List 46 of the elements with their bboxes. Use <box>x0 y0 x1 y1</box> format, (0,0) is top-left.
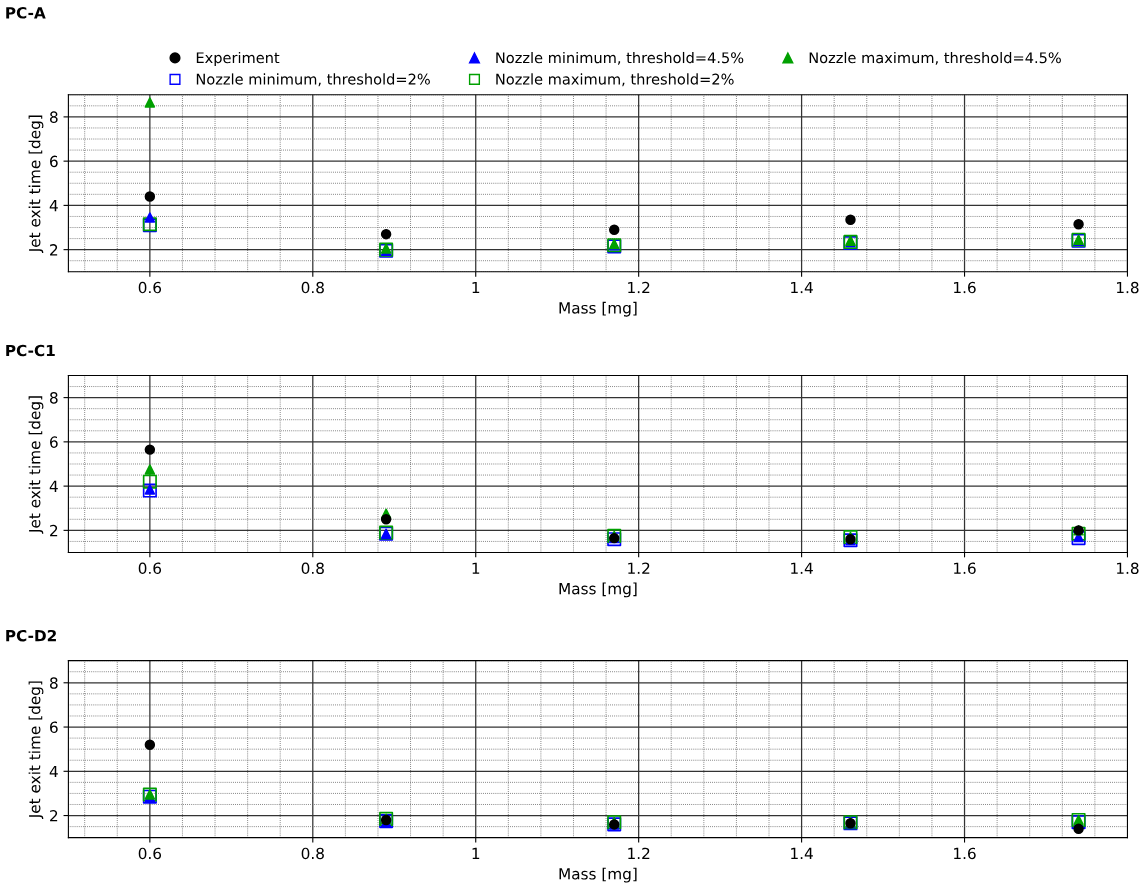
legend-label: Experiment <box>196 51 280 67</box>
x-axis-title: Mass [mg] <box>559 301 637 317</box>
y-tick-label: 8 <box>49 392 58 404</box>
y-axis-title: Jet exit time [deg] <box>28 396 44 534</box>
y-tick-label: 6 <box>50 155 58 168</box>
y-tick-label: 2 <box>50 244 58 256</box>
x-tick-label: 0.6 <box>138 847 162 860</box>
x-tick-label: 1.8 <box>1116 281 1139 294</box>
x-tick-label: 0.8 <box>301 847 324 860</box>
y-tick-label: 4 <box>49 765 58 778</box>
x-tick-label: 0.8 <box>301 562 324 575</box>
y-axis-title: Jet exit time [deg] <box>28 681 44 820</box>
x-axis-title: Mass [mg] <box>559 867 637 883</box>
y-tick-label: 8 <box>49 677 58 689</box>
x-tick-label: 0.6 <box>138 281 162 294</box>
chart-title: PC-C1 <box>6 344 55 357</box>
x-tick-label: 1 <box>472 281 480 294</box>
chart-title: PC-D2 <box>6 629 56 642</box>
y-tick-label: 4 <box>49 480 58 492</box>
x-tick-label: 1 <box>472 847 480 860</box>
x-tick-label: 1.2 <box>628 847 650 860</box>
x-tick-label: 1.2 <box>628 281 650 294</box>
chart-title: PC-A <box>6 7 46 19</box>
x-tick-label: 1.6 <box>954 562 976 575</box>
x-tick-label: 0.6 <box>138 562 162 575</box>
y-axis-title: Jet exit time [deg] <box>28 115 44 254</box>
y-tick-label: 2 <box>50 524 58 537</box>
x-axis-title: Mass [mg] <box>559 582 637 598</box>
x-tick-label: 1.4 <box>791 847 813 860</box>
legend-label: Nozzle minimum, threshold=4.5% <box>496 51 744 65</box>
x-tick-label: 1.6 <box>954 847 976 860</box>
x-tick-label: 1.4 <box>791 281 813 294</box>
y-tick-label: 2 <box>50 810 58 822</box>
legend-label: Nozzle minimum, threshold=2% <box>196 73 430 87</box>
x-tick-label: 1.8 <box>1116 562 1139 575</box>
x-tick-label: 0.8 <box>301 281 324 294</box>
y-tick-label: 4 <box>49 200 58 212</box>
legend-label: Nozzle maximum, threshold=2% <box>496 73 734 87</box>
legend-label: Nozzle maximum, threshold=4.5% <box>809 51 1061 65</box>
y-tick-label: 6 <box>50 436 58 448</box>
x-tick-label: 1.2 <box>628 562 650 574</box>
x-tick-label: 1.4 <box>791 562 813 574</box>
x-tick-label: 1.6 <box>954 281 976 294</box>
x-tick-label: 1 <box>472 562 480 574</box>
y-tick-label: 8 <box>49 111 58 123</box>
y-tick-label: 6 <box>50 721 58 734</box>
